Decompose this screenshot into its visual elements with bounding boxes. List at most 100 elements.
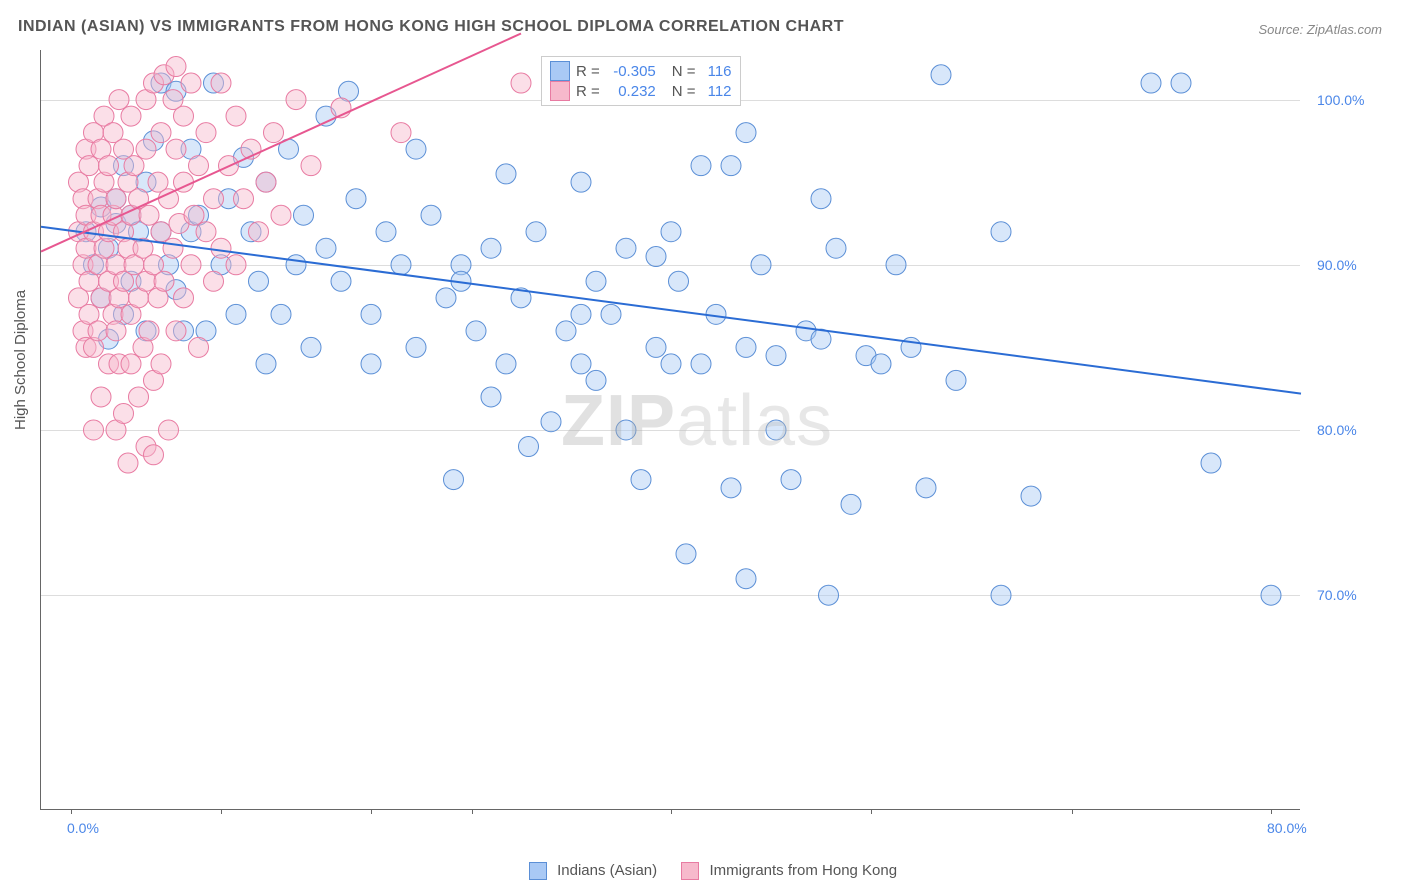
scatter-point <box>174 106 194 126</box>
stat-n-val-0: 116 <box>702 63 732 80</box>
x-tick <box>71 809 72 814</box>
plot-area: ZIPatlas R = -0.305 N = 116 R = 0.232 N … <box>40 50 1300 810</box>
scatter-point <box>406 139 426 159</box>
scatter-point <box>196 123 216 143</box>
scatter-point <box>571 354 591 374</box>
scatter-point <box>106 189 126 209</box>
scatter-point <box>946 370 966 390</box>
scatter-point <box>766 346 786 366</box>
scatter-point <box>166 321 186 341</box>
scatter-point <box>346 189 366 209</box>
x-tick-label: 80.0% <box>1267 820 1307 836</box>
scatter-point <box>271 205 291 225</box>
scatter-point <box>646 247 666 267</box>
scatter-point <box>781 470 801 490</box>
scatter-point <box>541 412 561 432</box>
scatter-point <box>301 337 321 357</box>
scatter-point <box>406 337 426 357</box>
y-tick-label: 90.0% <box>1317 257 1357 273</box>
scatter-point <box>519 437 539 457</box>
scatter-point <box>496 354 516 374</box>
scatter-point <box>991 585 1011 605</box>
scatter-point <box>331 271 351 291</box>
scatter-point <box>91 387 111 407</box>
scatter-point <box>819 585 839 605</box>
scatter-point <box>361 304 381 324</box>
scatter-point <box>751 255 771 275</box>
scatter-point <box>151 123 171 143</box>
stat-row-1: R = 0.232 N = 112 <box>550 81 732 101</box>
source-attribution: Source: ZipAtlas.com <box>1258 22 1382 37</box>
scatter-point <box>571 304 591 324</box>
scatter-point <box>436 288 456 308</box>
scatter-svg <box>41 50 1300 809</box>
legend-swatch-1 <box>681 862 699 880</box>
scatter-point <box>226 304 246 324</box>
scatter-point <box>264 123 284 143</box>
scatter-point <box>1171 73 1191 93</box>
scatter-point <box>154 271 174 291</box>
scatter-point <box>174 288 194 308</box>
scatter-point <box>444 470 464 490</box>
scatter-point <box>736 337 756 357</box>
scatter-point <box>736 123 756 143</box>
scatter-point <box>166 139 186 159</box>
scatter-point <box>421 205 441 225</box>
scatter-point <box>136 139 156 159</box>
scatter-point <box>631 470 651 490</box>
stat-row-0: R = -0.305 N = 116 <box>550 61 732 81</box>
scatter-point <box>511 73 531 93</box>
scatter-point <box>826 238 846 258</box>
scatter-point <box>196 222 216 242</box>
scatter-point <box>391 255 411 275</box>
scatter-point <box>159 189 179 209</box>
x-tick <box>221 809 222 814</box>
scatter-point <box>294 205 314 225</box>
scatter-point <box>99 156 119 176</box>
x-tick <box>1072 809 1073 814</box>
legend-label-1: Immigrants from Hong Kong <box>710 862 898 879</box>
scatter-point <box>361 354 381 374</box>
scatter-point <box>586 271 606 291</box>
scatter-point <box>736 569 756 589</box>
scatter-point <box>271 304 291 324</box>
scatter-point <box>526 222 546 242</box>
scatter-point <box>189 337 209 357</box>
scatter-point <box>256 354 276 374</box>
scatter-point <box>286 90 306 110</box>
scatter-point <box>766 420 786 440</box>
scatter-point <box>481 238 501 258</box>
chart-title: INDIAN (ASIAN) VS IMMIGRANTS FROM HONG K… <box>18 18 844 36</box>
scatter-point <box>189 156 209 176</box>
scatter-point <box>121 106 141 126</box>
scatter-point <box>391 123 411 143</box>
scatter-point <box>316 238 336 258</box>
scatter-point <box>84 420 104 440</box>
stat-r-label-0: R = <box>576 63 600 80</box>
scatter-point <box>916 478 936 498</box>
scatter-point <box>181 73 201 93</box>
scatter-point <box>661 354 681 374</box>
scatter-point <box>109 90 129 110</box>
x-tick <box>1271 809 1272 814</box>
scatter-point <box>286 255 306 275</box>
scatter-point <box>661 222 681 242</box>
y-tick-label: 80.0% <box>1317 422 1357 438</box>
scatter-point <box>376 222 396 242</box>
scatter-point <box>88 321 108 341</box>
scatter-point <box>721 478 741 498</box>
y-tick-label: 70.0% <box>1317 587 1357 603</box>
scatter-point <box>121 354 141 374</box>
scatter-point <box>811 329 831 349</box>
stat-r-val-0: -0.305 <box>606 63 656 80</box>
scatter-point <box>204 189 224 209</box>
scatter-point <box>571 172 591 192</box>
scatter-point <box>79 156 99 176</box>
scatter-point <box>871 354 891 374</box>
scatter-point <box>211 73 231 93</box>
scatter-point <box>301 156 321 176</box>
scatter-point <box>151 354 171 374</box>
scatter-point <box>181 255 201 275</box>
stat-n-label-1: N = <box>672 83 696 100</box>
scatter-point <box>1201 453 1221 473</box>
